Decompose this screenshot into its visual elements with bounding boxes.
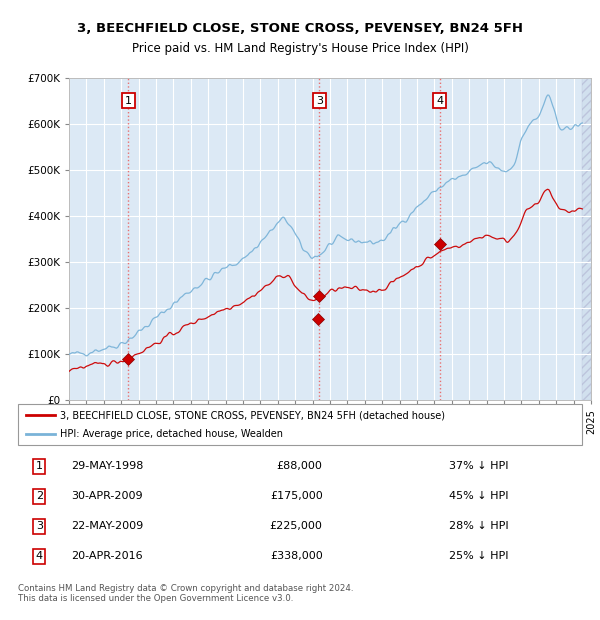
Text: 2: 2 — [36, 492, 43, 502]
Text: 45% ↓ HPI: 45% ↓ HPI — [449, 492, 509, 502]
Text: £225,000: £225,000 — [269, 521, 323, 531]
Text: 3: 3 — [316, 95, 323, 105]
Text: HPI: Average price, detached house, Wealden: HPI: Average price, detached house, Weal… — [60, 428, 283, 439]
Text: Price paid vs. HM Land Registry's House Price Index (HPI): Price paid vs. HM Land Registry's House … — [131, 42, 469, 55]
Text: 3, BEECHFIELD CLOSE, STONE CROSS, PEVENSEY, BN24 5FH: 3, BEECHFIELD CLOSE, STONE CROSS, PEVENS… — [77, 22, 523, 35]
Text: 29-MAY-1998: 29-MAY-1998 — [71, 461, 144, 471]
Text: 37% ↓ HPI: 37% ↓ HPI — [449, 461, 509, 471]
Text: 28% ↓ HPI: 28% ↓ HPI — [449, 521, 509, 531]
Text: Contains HM Land Registry data © Crown copyright and database right 2024.
This d: Contains HM Land Registry data © Crown c… — [18, 584, 353, 603]
FancyBboxPatch shape — [18, 404, 582, 445]
Text: 4: 4 — [36, 551, 43, 561]
Text: £175,000: £175,000 — [270, 492, 323, 502]
Text: 30-APR-2009: 30-APR-2009 — [71, 492, 143, 502]
Text: 3: 3 — [36, 521, 43, 531]
Text: 3, BEECHFIELD CLOSE, STONE CROSS, PEVENSEY, BN24 5FH (detached house): 3, BEECHFIELD CLOSE, STONE CROSS, PEVENS… — [60, 410, 445, 420]
Text: 4: 4 — [436, 95, 443, 105]
Text: 1: 1 — [125, 95, 132, 105]
Text: 22-MAY-2009: 22-MAY-2009 — [71, 521, 144, 531]
Bar — [582, 78, 591, 400]
Text: 20-APR-2016: 20-APR-2016 — [71, 551, 143, 561]
Text: 1: 1 — [36, 461, 43, 471]
Text: 25% ↓ HPI: 25% ↓ HPI — [449, 551, 509, 561]
Text: £338,000: £338,000 — [270, 551, 323, 561]
Text: £88,000: £88,000 — [277, 461, 323, 471]
